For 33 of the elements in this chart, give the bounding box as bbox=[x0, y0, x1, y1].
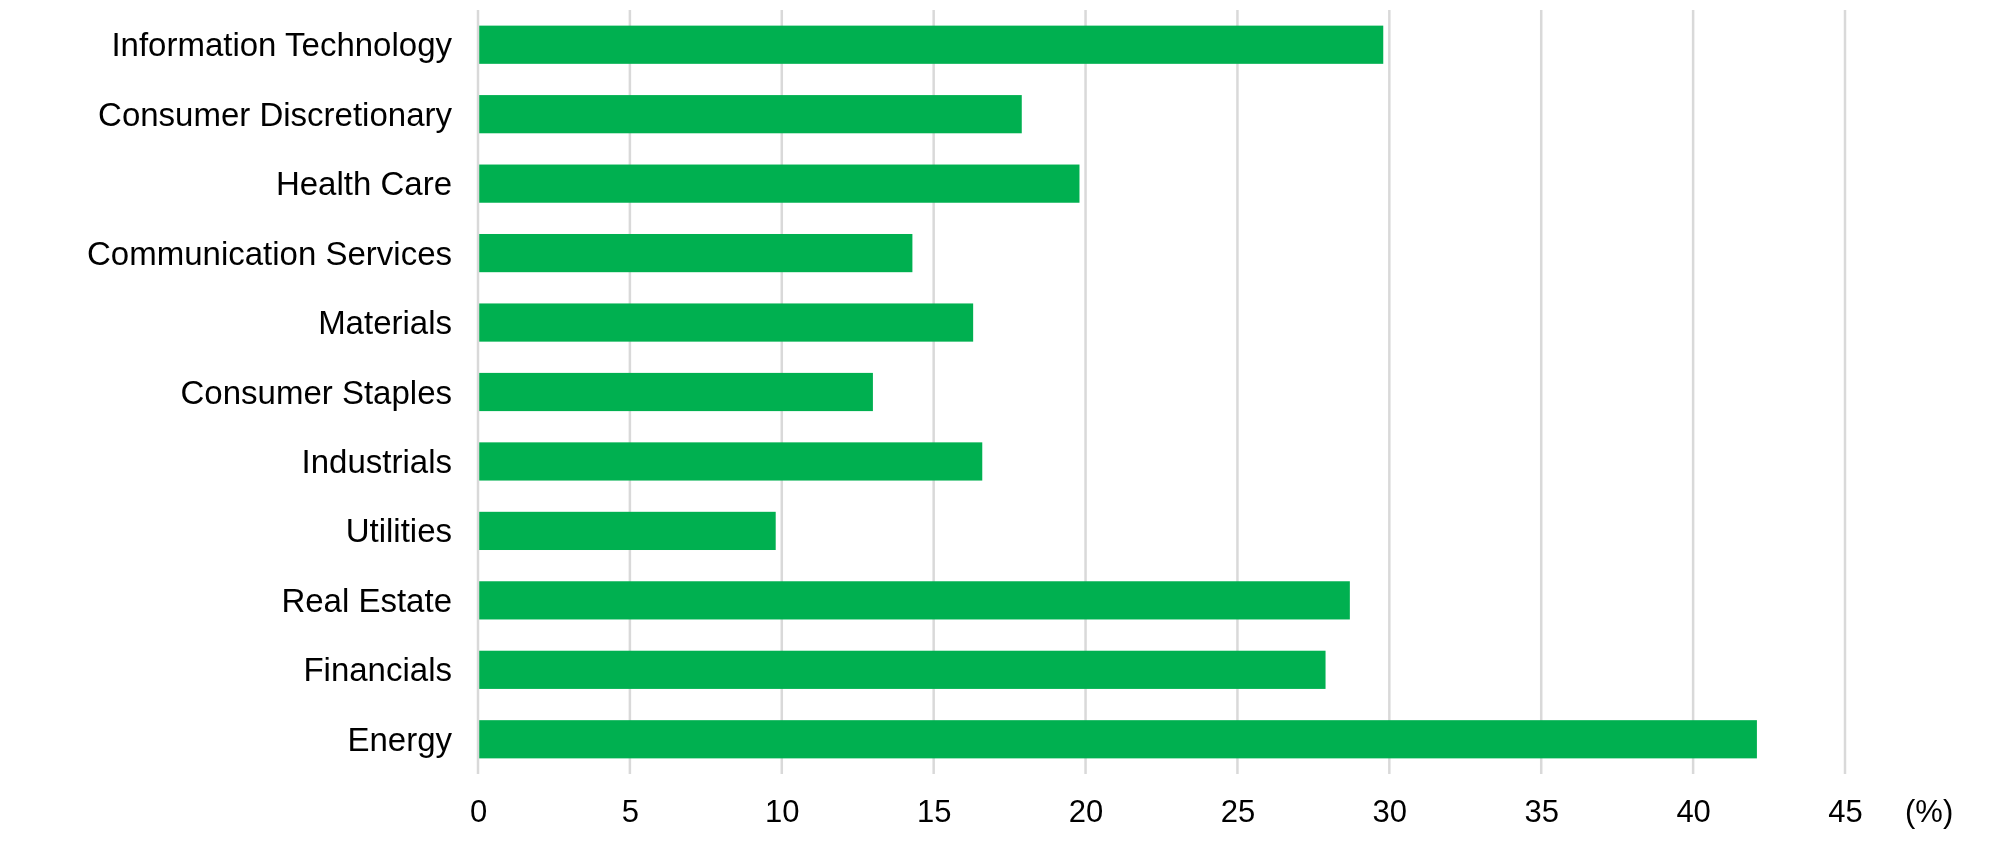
x-tick-label: 35 bbox=[1524, 794, 1559, 830]
x-tick-label: 15 bbox=[916, 794, 952, 830]
x-axis-title: (%) bbox=[1905, 794, 1954, 830]
x-tick-label: 5 bbox=[621, 794, 640, 830]
bar bbox=[478, 650, 1326, 689]
bar bbox=[478, 372, 873, 412]
y-tick-label: Financials bbox=[303, 651, 452, 689]
x-tick-label: 20 bbox=[1068, 794, 1104, 830]
y-tick-label: Communication Services bbox=[87, 234, 452, 272]
y-tick-label: Information Technology bbox=[111, 26, 453, 64]
y-tick-label: Real Estate bbox=[281, 581, 452, 619]
x-tick-label: 40 bbox=[1676, 794, 1711, 830]
y-tick-label: Materials bbox=[318, 304, 452, 342]
x-tick-label: 45 bbox=[1828, 794, 1863, 830]
x-tick-label: 0 bbox=[469, 794, 488, 830]
y-tick-label: Energy bbox=[347, 720, 453, 758]
bar bbox=[478, 164, 1080, 203]
bar bbox=[478, 25, 1384, 64]
bar bbox=[478, 233, 913, 273]
x-tick-label: 10 bbox=[765, 794, 800, 830]
bar bbox=[478, 720, 1757, 759]
bar bbox=[478, 581, 1350, 620]
bar bbox=[478, 511, 776, 551]
bar bbox=[478, 442, 983, 481]
bar bbox=[478, 303, 974, 342]
bar bbox=[478, 95, 1022, 134]
y-tick-label: Consumer Staples bbox=[180, 373, 452, 411]
y-tick-label: Consumer Discretionary bbox=[98, 95, 453, 133]
x-tick-label: 25 bbox=[1220, 794, 1256, 830]
y-tick-label: Utilities bbox=[345, 512, 452, 550]
y-tick-label: Health Care bbox=[275, 165, 452, 203]
y-tick-label: Industrials bbox=[301, 443, 452, 480]
x-tick-label: 30 bbox=[1372, 794, 1408, 830]
